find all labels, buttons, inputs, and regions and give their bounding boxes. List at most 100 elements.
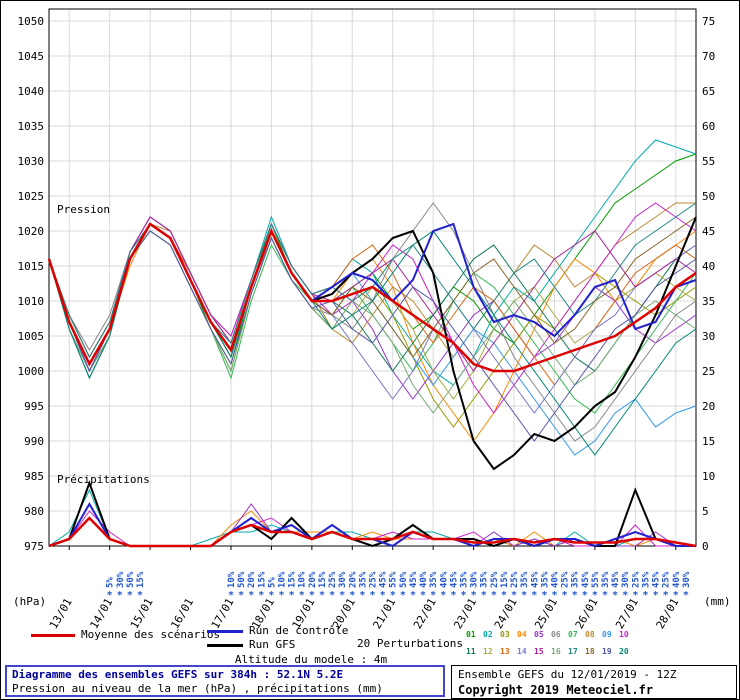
- svg-text:*: *: [632, 590, 638, 601]
- svg-text:35%: 35%: [429, 571, 439, 588]
- snow-symbol-row: * * * * * * * * * * * * * * * * * * * * * * * * * * * * * * * * * * * * * * * *…: [107, 590, 689, 601]
- svg-text:1040: 1040: [18, 85, 45, 98]
- svg-text:25%: 25%: [662, 571, 672, 588]
- svg-text:*: *: [268, 590, 274, 601]
- control-line-sample: [207, 630, 243, 633]
- svg-text:35%: 35%: [459, 571, 469, 588]
- svg-text:35: 35: [702, 295, 715, 308]
- svg-text:*: *: [673, 590, 679, 601]
- perturbation-number: 17: [568, 647, 578, 656]
- svg-text:45: 45: [702, 225, 715, 238]
- svg-text:1045: 1045: [18, 50, 45, 63]
- svg-text:1015: 1015: [18, 260, 45, 273]
- svg-text:995: 995: [24, 400, 44, 413]
- svg-text:35%: 35%: [601, 571, 611, 588]
- perturbation-number: 20: [619, 647, 629, 656]
- perturbation-numbers: 01 02 03 04 05 06 07 08 09 10 11 12 13 14 15 16 17 18 19 20: [466, 625, 641, 659]
- svg-text:*: *: [582, 590, 588, 601]
- svg-text:*: *: [299, 590, 305, 601]
- svg-text:45%: 45%: [652, 571, 662, 588]
- svg-text:50%: 50%: [126, 571, 136, 588]
- perturbation-number: 03: [500, 630, 510, 639]
- svg-text:30%: 30%: [682, 571, 692, 588]
- perturbation-number: 15: [534, 647, 544, 656]
- svg-text:15%: 15%: [136, 571, 146, 588]
- svg-text:*: *: [228, 590, 234, 601]
- svg-text:35%: 35%: [480, 571, 490, 588]
- svg-text:*: *: [349, 590, 355, 601]
- svg-text:*: *: [511, 590, 517, 601]
- svg-text:20%: 20%: [348, 571, 358, 588]
- svg-text:*: *: [127, 590, 133, 601]
- y-axis-labels: 975 0 980 5 985 10 990 15 995 20 1000 25 1005 30 1010 3…: [13, 15, 731, 608]
- legend-control-label: Run de contrôle: [249, 624, 349, 637]
- svg-text:45%: 45%: [530, 571, 540, 588]
- precip-probability-labels: 5% 30% 50% 15% 10% 50% 20% 15% 5% 10% 15% 10% 20% 15%…: [106, 571, 692, 588]
- svg-text:35%: 35%: [358, 571, 368, 588]
- svg-text:*: *: [622, 590, 628, 601]
- svg-text:40%: 40%: [550, 571, 560, 588]
- svg-text:65: 65: [702, 85, 715, 98]
- svg-text:*: *: [137, 590, 143, 601]
- svg-text:16/01: 16/01: [168, 596, 196, 631]
- perturbation-number: 11: [466, 647, 476, 656]
- svg-text:*: *: [420, 590, 426, 601]
- svg-text:45%: 45%: [409, 571, 419, 588]
- run-info: Ensemble GEFS du 12/01/2019 - 12Z: [458, 668, 677, 681]
- chart-title-box: Diagramme des ensembles GEFS sur 384h : …: [5, 665, 445, 697]
- svg-text:*: *: [107, 590, 113, 601]
- svg-text:30%: 30%: [116, 571, 126, 588]
- svg-text:5: 5: [702, 505, 709, 518]
- svg-text:*: *: [481, 590, 487, 601]
- svg-text:*: *: [289, 590, 295, 601]
- svg-text:*: *: [471, 590, 477, 601]
- perturbation-number: 04: [517, 630, 527, 639]
- svg-text:*: *: [380, 590, 386, 601]
- svg-text:1005: 1005: [18, 330, 45, 343]
- svg-text:*: *: [653, 590, 659, 601]
- svg-text:1020: 1020: [18, 225, 45, 238]
- perturbation-number: 16: [551, 647, 561, 656]
- svg-text:*: *: [430, 590, 436, 601]
- svg-text:22/01: 22/01: [411, 596, 439, 631]
- svg-text:*: *: [238, 590, 244, 601]
- svg-text:50: 50: [702, 190, 715, 203]
- svg-text:40%: 40%: [672, 571, 682, 588]
- svg-text:15%: 15%: [288, 571, 298, 588]
- perturbation-number: 19: [602, 647, 612, 656]
- svg-text:25%: 25%: [328, 571, 338, 588]
- svg-text:*: *: [248, 590, 254, 601]
- svg-text:Pression: Pression: [57, 203, 110, 216]
- svg-text:28/01: 28/01: [654, 596, 682, 631]
- svg-text:10%: 10%: [227, 571, 237, 588]
- svg-text:1000: 1000: [18, 365, 45, 378]
- svg-text:*: *: [309, 590, 315, 601]
- svg-text:75: 75: [702, 15, 715, 28]
- svg-text:*: *: [390, 590, 396, 601]
- svg-text:(hPa): (hPa): [13, 595, 46, 608]
- perturbation-number: 08: [585, 630, 595, 639]
- perturbation-number: 07: [568, 630, 578, 639]
- svg-text:15%: 15%: [500, 571, 510, 588]
- svg-text:55%: 55%: [591, 571, 601, 588]
- svg-text:(mm): (mm): [704, 595, 731, 608]
- svg-text:*: *: [370, 590, 376, 601]
- perturbation-number: 01: [466, 630, 476, 639]
- svg-text:14/01: 14/01: [87, 596, 115, 631]
- svg-text:25%: 25%: [631, 571, 641, 588]
- svg-text:*: *: [531, 590, 537, 601]
- svg-text:20%: 20%: [247, 571, 257, 588]
- svg-text:*: *: [602, 590, 608, 601]
- legend-mean-label: Moyenne des scénarios: [81, 628, 221, 641]
- mean-line-sample: [31, 634, 75, 637]
- perturbation-number: 02: [483, 630, 493, 639]
- svg-text:990: 990: [24, 435, 44, 448]
- svg-text:1050: 1050: [18, 15, 45, 28]
- svg-text:30: 30: [702, 330, 715, 343]
- svg-text:30%: 30%: [470, 571, 480, 588]
- perturbation-number: 05: [534, 630, 544, 639]
- svg-text:*: *: [410, 590, 416, 601]
- svg-text:*: *: [319, 590, 325, 601]
- svg-text:40: 40: [702, 260, 715, 273]
